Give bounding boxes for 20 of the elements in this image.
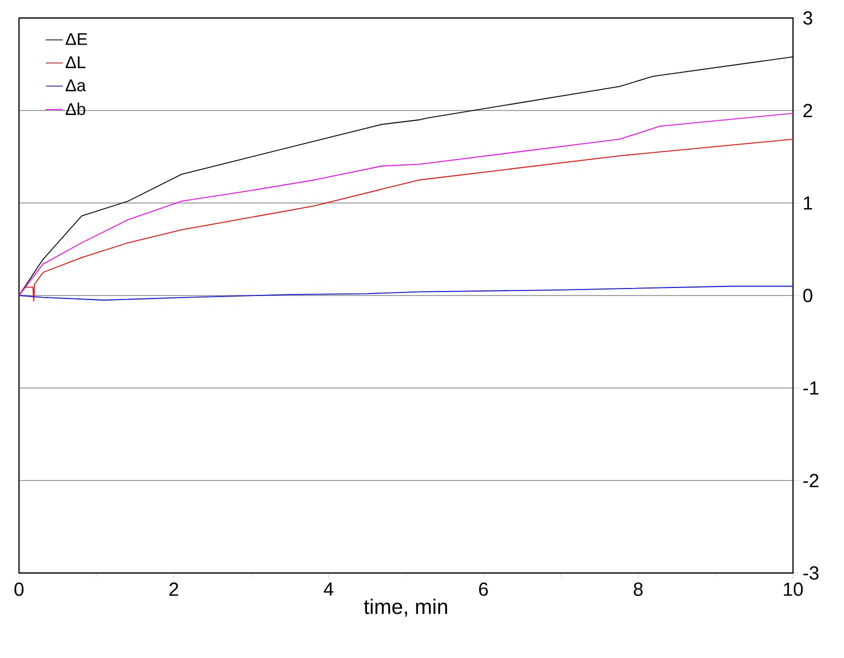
line-series <box>19 286 794 301</box>
y-tick-label: -3 <box>803 566 819 580</box>
x-tick-label: 8 <box>634 582 643 596</box>
x-tick-label: 10 <box>784 582 803 596</box>
x-tick-label: 2 <box>169 582 178 596</box>
legend-label: ΔL <box>66 56 86 68</box>
x-axis-title: time, min <box>364 598 448 617</box>
y-tick-label: 2 <box>803 104 812 118</box>
x-tick-label: 0 <box>14 582 24 596</box>
x-tick-label: 4 <box>324 582 334 596</box>
y-tick-label: 1 <box>804 196 812 210</box>
y-tick-label: 0 <box>803 288 812 302</box>
x-tick-label: 6 <box>479 582 488 596</box>
y-tick-label: 3 <box>803 11 812 25</box>
legend-label: Δb <box>66 102 86 116</box>
y-tick-label: -1 <box>803 381 818 395</box>
line-series <box>19 138 794 302</box>
legend-label: Δa <box>66 80 86 92</box>
y-tick-label: -2 <box>803 474 818 488</box>
legend-label: ΔE <box>66 33 88 45</box>
